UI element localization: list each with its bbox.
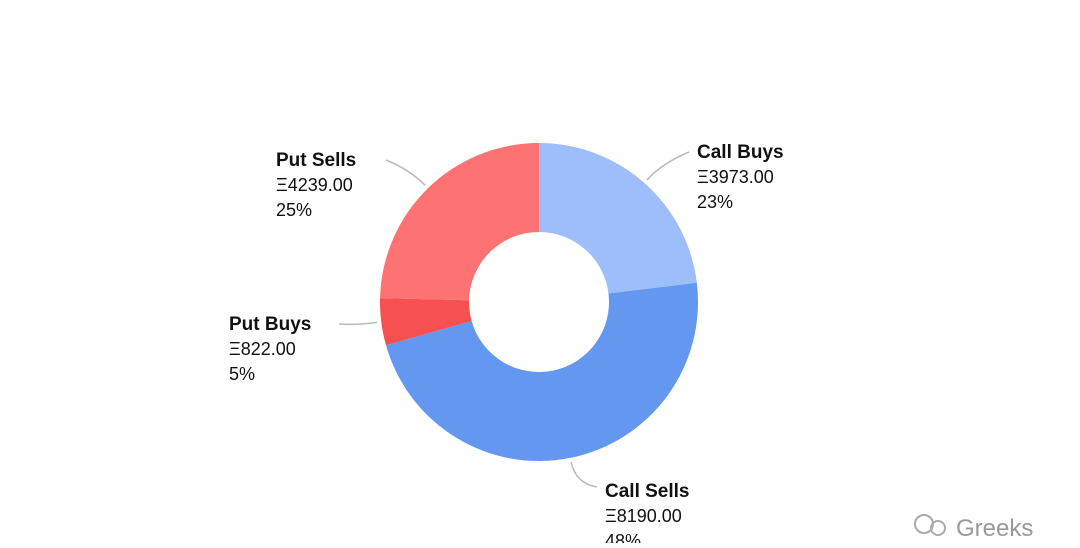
watermark: Greeks xyxy=(914,514,1033,542)
leader-line xyxy=(338,321,378,326)
slice xyxy=(539,143,697,294)
slices xyxy=(380,143,698,461)
value-label: Ξ4239.00 xyxy=(276,175,353,195)
percentage-label: 48% xyxy=(605,531,641,543)
slice xyxy=(380,298,472,346)
slice xyxy=(385,282,698,461)
category-label: Put Buys xyxy=(229,314,311,335)
slice xyxy=(380,143,539,301)
watermark-text: Greeks xyxy=(956,515,1033,542)
leader-line xyxy=(570,461,598,488)
value-label: Ξ822.00 xyxy=(229,339,296,359)
leader-line xyxy=(646,151,690,181)
leader-line xyxy=(385,159,426,186)
value-label: Ξ3973.00 xyxy=(697,167,774,187)
watermark-icon xyxy=(914,514,934,534)
watermark-icon xyxy=(930,520,946,536)
value-label: Ξ8190.00 xyxy=(605,506,682,526)
category-label: Call Buys xyxy=(697,142,784,163)
percentage-label: 25% xyxy=(276,200,312,220)
percentage-label: 23% xyxy=(697,192,733,212)
category-label: Call Sells xyxy=(605,481,690,502)
category-label: Put Sells xyxy=(276,150,356,171)
percentage-label: 5% xyxy=(229,364,255,384)
